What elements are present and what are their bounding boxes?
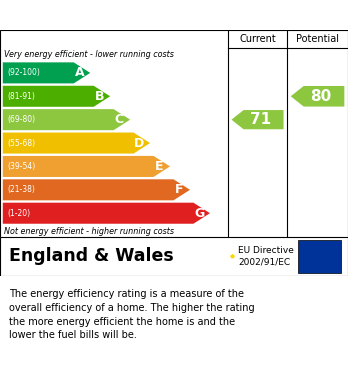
Polygon shape [3,109,130,130]
Text: (69-80): (69-80) [7,115,35,124]
Text: 71: 71 [250,112,271,127]
Text: The energy efficiency rating is a measure of the
overall efficiency of a home. T: The energy efficiency rating is a measur… [9,289,254,340]
Bar [298,240,341,273]
Text: B: B [95,90,104,103]
Text: 80: 80 [310,89,331,104]
Text: G: G [194,207,204,220]
Polygon shape [231,110,284,129]
Polygon shape [3,62,90,83]
Text: C: C [115,113,124,126]
Polygon shape [3,86,110,107]
Text: (81-91): (81-91) [7,92,35,101]
Text: D: D [134,136,144,149]
Text: (21-38): (21-38) [7,185,35,194]
Text: Not energy efficient - higher running costs: Not energy efficient - higher running co… [4,227,174,236]
Text: (1-20): (1-20) [7,209,30,218]
Polygon shape [3,156,170,177]
Polygon shape [3,203,210,224]
Text: (92-100): (92-100) [7,68,40,77]
Text: Current: Current [239,34,276,44]
Text: E: E [155,160,164,173]
Text: EU Directive
2002/91/EC: EU Directive 2002/91/EC [238,246,294,267]
Polygon shape [3,133,150,154]
Polygon shape [3,179,190,200]
Text: F: F [175,183,183,196]
Polygon shape [291,86,345,107]
Text: Very energy efficient - lower running costs: Very energy efficient - lower running co… [4,50,174,59]
Text: Energy Efficiency Rating: Energy Efficiency Rating [9,8,230,23]
Text: (55-68): (55-68) [7,138,35,147]
Text: England & Wales: England & Wales [9,248,173,265]
Text: (39-54): (39-54) [7,162,35,171]
Text: Potential: Potential [296,34,339,44]
Text: A: A [75,66,84,79]
